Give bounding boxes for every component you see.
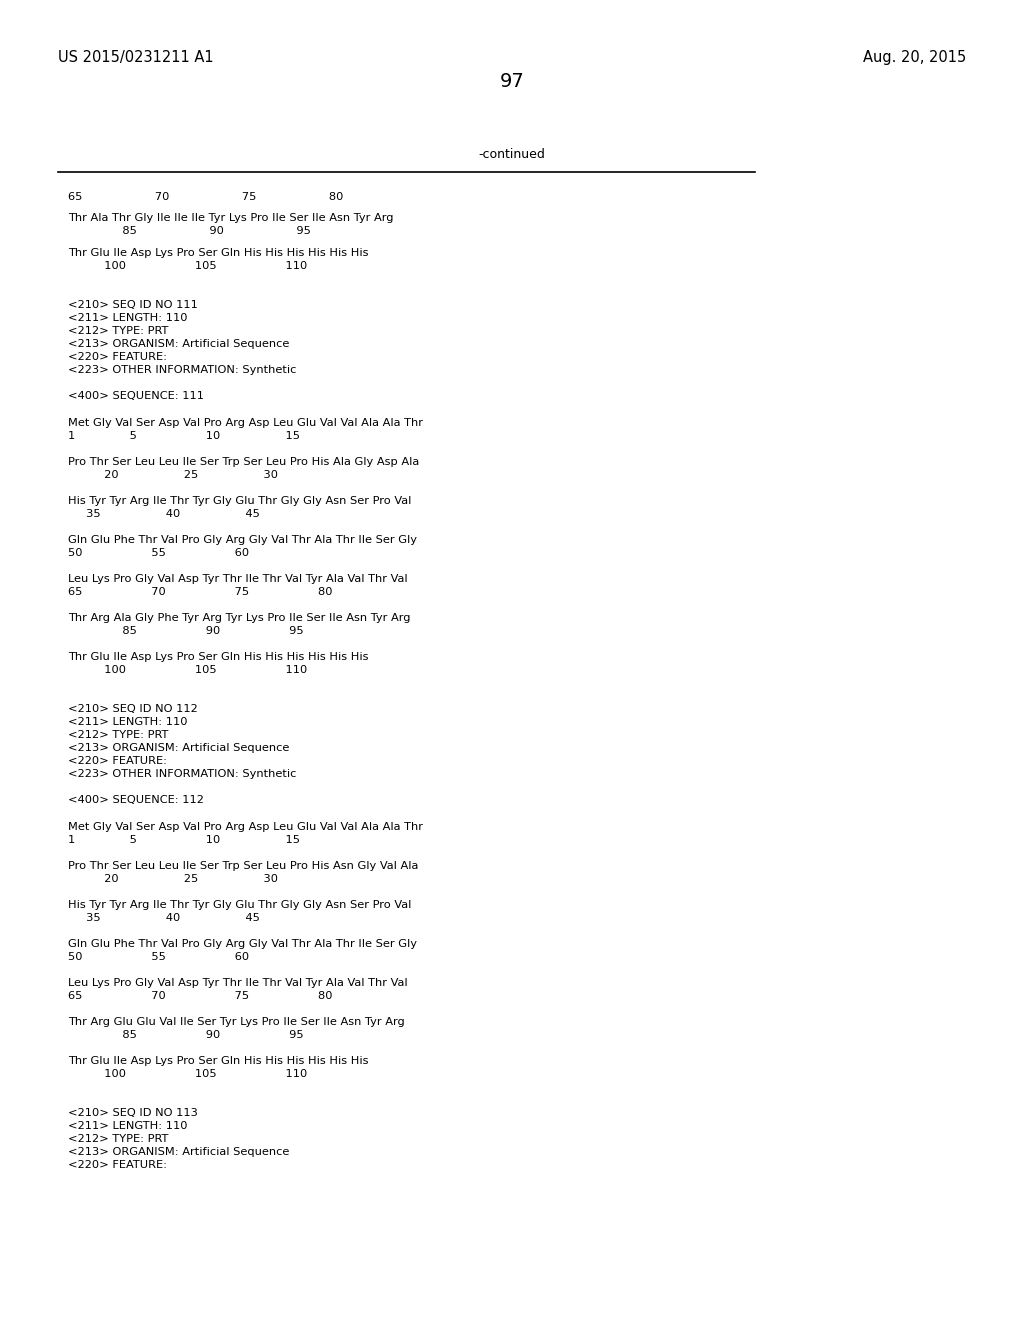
Text: Thr Glu Ile Asp Lys Pro Ser Gln His His His His His His: Thr Glu Ile Asp Lys Pro Ser Gln His His …	[68, 1056, 369, 1067]
Text: Thr Ala Thr Gly Ile Ile Ile Tyr Lys Pro Ile Ser Ile Asn Tyr Arg: Thr Ala Thr Gly Ile Ile Ile Tyr Lys Pro …	[68, 213, 393, 223]
Text: 65                   70                   75                   80: 65 70 75 80	[68, 991, 333, 1001]
Text: <220> FEATURE:: <220> FEATURE:	[68, 1160, 167, 1170]
Text: Leu Lys Pro Gly Val Asp Tyr Thr Ile Thr Val Tyr Ala Val Thr Val: Leu Lys Pro Gly Val Asp Tyr Thr Ile Thr …	[68, 574, 408, 583]
Text: 50                   55                   60: 50 55 60	[68, 548, 249, 558]
Text: Aug. 20, 2015: Aug. 20, 2015	[863, 50, 966, 65]
Text: <212> TYPE: PRT: <212> TYPE: PRT	[68, 326, 168, 337]
Text: His Tyr Tyr Arg Ile Thr Tyr Gly Glu Thr Gly Gly Asn Ser Pro Val: His Tyr Tyr Arg Ile Thr Tyr Gly Glu Thr …	[68, 496, 412, 506]
Text: Thr Arg Ala Gly Phe Tyr Arg Tyr Lys Pro Ile Ser Ile Asn Tyr Arg: Thr Arg Ala Gly Phe Tyr Arg Tyr Lys Pro …	[68, 612, 411, 623]
Text: 65                    70                    75                    80: 65 70 75 80	[68, 191, 343, 202]
Text: 35                  40                  45: 35 40 45	[68, 510, 260, 519]
Text: 1               5                   10                  15: 1 5 10 15	[68, 432, 300, 441]
Text: <213> ORGANISM: Artificial Sequence: <213> ORGANISM: Artificial Sequence	[68, 743, 290, 752]
Text: His Tyr Tyr Arg Ile Thr Tyr Gly Glu Thr Gly Gly Asn Ser Pro Val: His Tyr Tyr Arg Ile Thr Tyr Gly Glu Thr …	[68, 900, 412, 909]
Text: <400> SEQUENCE: 112: <400> SEQUENCE: 112	[68, 795, 204, 805]
Text: <211> LENGTH: 110: <211> LENGTH: 110	[68, 1121, 187, 1131]
Text: 100                   105                   110: 100 105 110	[68, 1069, 307, 1078]
Text: 97: 97	[500, 73, 524, 91]
Text: 65                   70                   75                   80: 65 70 75 80	[68, 587, 333, 597]
Text: 85                   90                   95: 85 90 95	[68, 1030, 304, 1040]
Text: Pro Thr Ser Leu Leu Ile Ser Trp Ser Leu Pro His Asn Gly Val Ala: Pro Thr Ser Leu Leu Ile Ser Trp Ser Leu …	[68, 861, 419, 871]
Text: Gln Glu Phe Thr Val Pro Gly Arg Gly Val Thr Ala Thr Ile Ser Gly: Gln Glu Phe Thr Val Pro Gly Arg Gly Val …	[68, 939, 417, 949]
Text: Met Gly Val Ser Asp Val Pro Arg Asp Leu Glu Val Val Ala Ala Thr: Met Gly Val Ser Asp Val Pro Arg Asp Leu …	[68, 418, 423, 428]
Text: <211> LENGTH: 110: <211> LENGTH: 110	[68, 717, 187, 727]
Text: <213> ORGANISM: Artificial Sequence: <213> ORGANISM: Artificial Sequence	[68, 1147, 290, 1158]
Text: <220> FEATURE:: <220> FEATURE:	[68, 352, 167, 362]
Text: <212> TYPE: PRT: <212> TYPE: PRT	[68, 730, 168, 741]
Text: <212> TYPE: PRT: <212> TYPE: PRT	[68, 1134, 168, 1144]
Text: US 2015/0231211 A1: US 2015/0231211 A1	[58, 50, 214, 65]
Text: 85                   90                   95: 85 90 95	[68, 626, 304, 636]
Text: -continued: -continued	[478, 148, 546, 161]
Text: Gln Glu Phe Thr Val Pro Gly Arg Gly Val Thr Ala Thr Ile Ser Gly: Gln Glu Phe Thr Val Pro Gly Arg Gly Val …	[68, 535, 417, 545]
Text: 20                  25                  30: 20 25 30	[68, 874, 278, 884]
Text: 20                  25                  30: 20 25 30	[68, 470, 278, 480]
Text: <210> SEQ ID NO 112: <210> SEQ ID NO 112	[68, 704, 198, 714]
Text: <210> SEQ ID NO 113: <210> SEQ ID NO 113	[68, 1107, 198, 1118]
Text: 50                   55                   60: 50 55 60	[68, 952, 249, 962]
Text: Pro Thr Ser Leu Leu Ile Ser Trp Ser Leu Pro His Ala Gly Asp Ala: Pro Thr Ser Leu Leu Ile Ser Trp Ser Leu …	[68, 457, 419, 467]
Text: <223> OTHER INFORMATION: Synthetic: <223> OTHER INFORMATION: Synthetic	[68, 366, 296, 375]
Text: Met Gly Val Ser Asp Val Pro Arg Asp Leu Glu Val Val Ala Ala Thr: Met Gly Val Ser Asp Val Pro Arg Asp Leu …	[68, 822, 423, 832]
Text: 100                   105                   110: 100 105 110	[68, 261, 307, 271]
Text: Thr Glu Ile Asp Lys Pro Ser Gln His His His His His His: Thr Glu Ile Asp Lys Pro Ser Gln His His …	[68, 248, 369, 257]
Text: 100                   105                   110: 100 105 110	[68, 665, 307, 675]
Text: <223> OTHER INFORMATION: Synthetic: <223> OTHER INFORMATION: Synthetic	[68, 770, 296, 779]
Text: <400> SEQUENCE: 111: <400> SEQUENCE: 111	[68, 391, 204, 401]
Text: <213> ORGANISM: Artificial Sequence: <213> ORGANISM: Artificial Sequence	[68, 339, 290, 348]
Text: 35                  40                  45: 35 40 45	[68, 913, 260, 923]
Text: Thr Glu Ile Asp Lys Pro Ser Gln His His His His His His: Thr Glu Ile Asp Lys Pro Ser Gln His His …	[68, 652, 369, 663]
Text: <211> LENGTH: 110: <211> LENGTH: 110	[68, 313, 187, 323]
Text: 1               5                   10                  15: 1 5 10 15	[68, 836, 300, 845]
Text: <220> FEATURE:: <220> FEATURE:	[68, 756, 167, 766]
Text: Thr Arg Glu Glu Val Ile Ser Tyr Lys Pro Ile Ser Ile Asn Tyr Arg: Thr Arg Glu Glu Val Ile Ser Tyr Lys Pro …	[68, 1016, 404, 1027]
Text: Leu Lys Pro Gly Val Asp Tyr Thr Ile Thr Val Tyr Ala Val Thr Val: Leu Lys Pro Gly Val Asp Tyr Thr Ile Thr …	[68, 978, 408, 987]
Text: 85                    90                    95: 85 90 95	[68, 226, 311, 236]
Text: <210> SEQ ID NO 111: <210> SEQ ID NO 111	[68, 300, 198, 310]
